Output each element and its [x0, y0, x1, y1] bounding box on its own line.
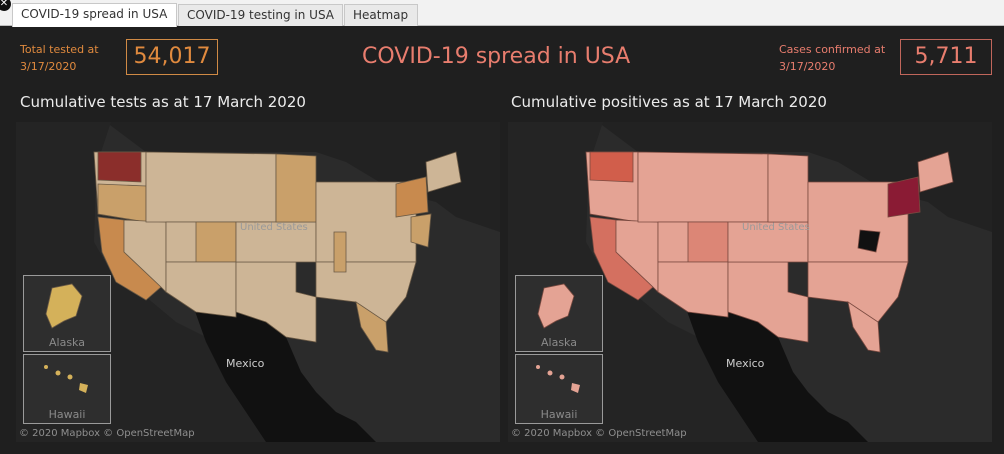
state-texas[interactable]: [235, 261, 317, 343]
mexico-label: Mexico: [726, 357, 765, 370]
alaska-label: Alaska: [541, 336, 577, 349]
state-minnesota[interactable]: [275, 153, 317, 223]
alaska-label: Alaska: [49, 336, 85, 349]
mexico-land: [191, 300, 376, 442]
state-southwest[interactable]: [657, 261, 729, 318]
state-new-york[interactable]: [395, 176, 429, 218]
map-attribution[interactable]: © 2020 Mapbox © OpenStreetMap: [19, 428, 195, 439]
close-icon[interactable]: ✕: [0, 0, 11, 11]
state-southwest[interactable]: [165, 261, 237, 318]
positives-map-title: Cumulative positives as at 17 March 2020: [511, 93, 827, 111]
state-washington[interactable]: [589, 151, 634, 183]
canada-land: [598, 122, 992, 232]
alaska-shape: [537, 283, 575, 329]
state-mid-atlantic[interactable]: [410, 213, 432, 248]
state-washington[interactable]: [97, 151, 142, 183]
tested-label-line1: Total tested at: [20, 43, 99, 56]
confirmed-value: 5,711: [900, 39, 992, 75]
us-label: United States: [742, 222, 810, 233]
tab-heatmap[interactable]: Heatmap: [344, 4, 418, 26]
state-florida[interactable]: [847, 301, 881, 353]
state-oregon[interactable]: [97, 183, 147, 223]
state-north-band[interactable]: [145, 151, 277, 223]
map-attribution[interactable]: © 2020 Mapbox © OpenStreetMap: [511, 428, 687, 439]
hawaii-label: Hawaii: [540, 408, 578, 421]
alaska-shape: [45, 283, 83, 329]
tests-map-title: Cumulative tests as at 17 March 2020: [20, 93, 306, 111]
hawaii-inset[interactable]: Hawaii: [23, 354, 111, 424]
state-illinois[interactable]: [333, 231, 347, 273]
alaska-inset[interactable]: Alaska: [515, 275, 603, 352]
hawaii-label: Hawaii: [48, 408, 86, 421]
tested-label: Total tested at 3/17/2020: [20, 41, 99, 75]
hawaii-inset[interactable]: Hawaii: [515, 354, 603, 424]
state-west-virginia[interactable]: [857, 229, 881, 253]
confirmed-label: Cases confirmed at 3/17/2020: [779, 41, 885, 75]
confirmed-label-line1: Cases confirmed at: [779, 43, 886, 56]
hawaii-shape: [44, 365, 88, 393]
mexico-land: [683, 300, 868, 442]
confirmed-label-line2: 3/17/2020: [779, 60, 836, 73]
canada-land: [106, 122, 500, 232]
state-colorado[interactable]: [687, 221, 729, 263]
state-texas[interactable]: [727, 261, 809, 343]
state-north-band[interactable]: [637, 151, 769, 223]
hawaii-shape: [536, 365, 580, 393]
positives-map[interactable]: United States Mexico Alaska Hawaii © 202…: [508, 122, 992, 442]
tested-label-line2: 3/17/2020: [20, 60, 77, 73]
state-new-england[interactable]: [425, 151, 462, 193]
page-title: COVID-19 spread in USA: [362, 44, 631, 69]
mexico-label: Mexico: [226, 357, 265, 370]
us-label: United States: [240, 222, 308, 233]
tab-covid-spread[interactable]: COVID-19 spread in USA: [12, 3, 177, 27]
state-florida[interactable]: [355, 301, 389, 353]
state-colorado[interactable]: [195, 221, 237, 263]
state-minnesota[interactable]: [767, 153, 809, 223]
dashboard: Total tested at 3/17/2020 54,017 COVID-1…: [0, 27, 1004, 454]
state-new-england[interactable]: [917, 151, 954, 193]
state-new-york[interactable]: [887, 176, 921, 218]
tab-bar: ✕ COVID-19 spread in USA COVID-19 testin…: [0, 0, 1004, 27]
tab-covid-testing[interactable]: COVID-19 testing in USA: [178, 4, 343, 26]
tests-map[interactable]: United States Mexico Alaska Hawaii © 202…: [16, 122, 500, 442]
tested-value: 54,017: [126, 39, 218, 75]
alaska-inset[interactable]: Alaska: [23, 275, 111, 352]
